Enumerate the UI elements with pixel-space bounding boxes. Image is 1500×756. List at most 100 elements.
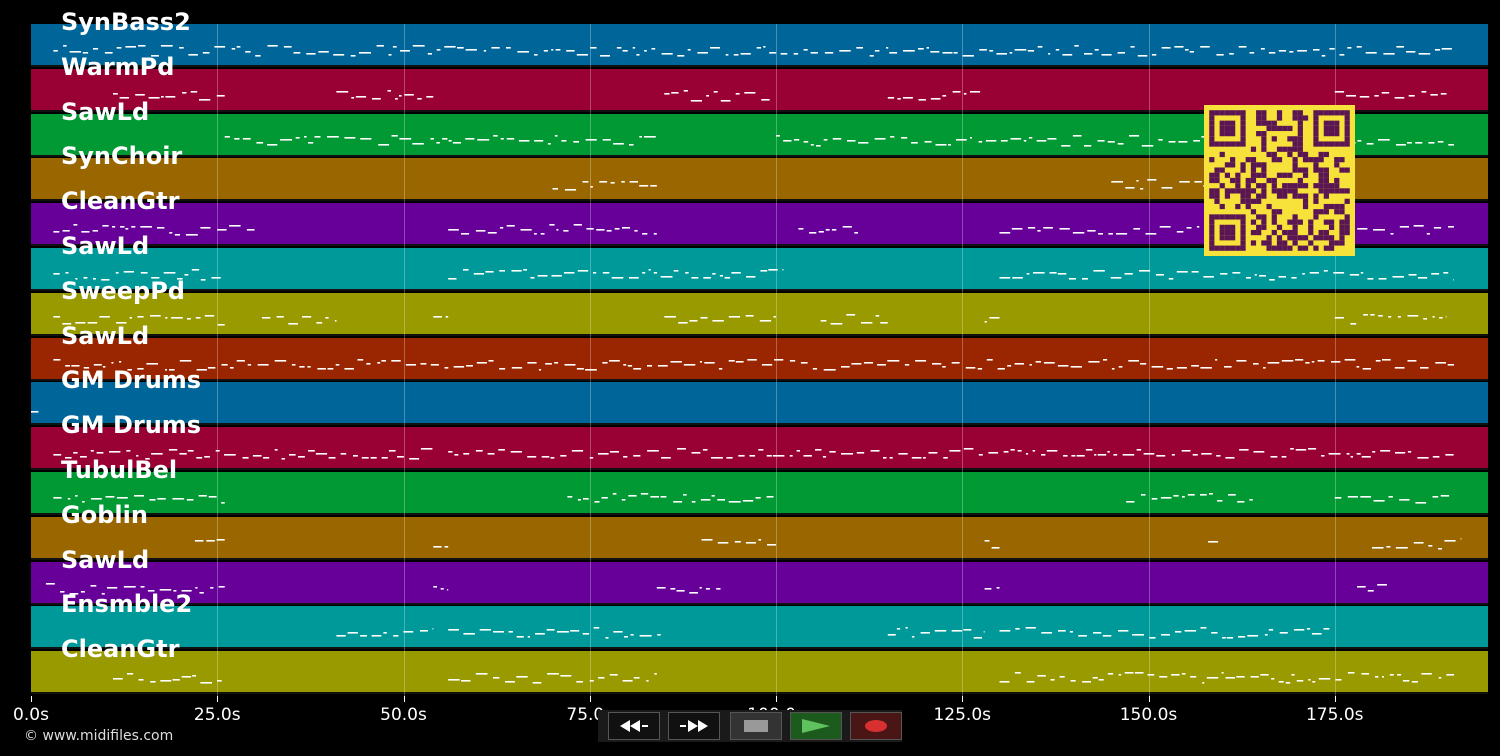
qr-code-icon[interactable] [1204,105,1355,256]
note [1347,672,1355,674]
note [627,364,633,367]
note [1200,46,1210,48]
note [113,678,123,680]
note [712,319,724,322]
play-button[interactable] [790,712,842,740]
note [432,628,434,630]
note [80,456,87,458]
note [803,49,808,51]
note [1037,46,1043,48]
note [1125,187,1135,189]
stop-button[interactable] [730,712,782,740]
note [683,363,696,366]
note [1428,544,1433,547]
note [102,365,106,368]
note [670,360,682,363]
note [217,229,227,231]
note [498,449,505,451]
note [1388,496,1393,498]
note [1062,54,1073,56]
note [1312,681,1316,683]
note [140,226,152,228]
note [614,228,620,230]
note [487,453,495,455]
note [314,135,321,138]
note [195,586,198,589]
note [1350,322,1357,325]
note [772,455,785,457]
note [420,362,427,365]
note [442,137,448,140]
note [863,361,873,364]
note [62,230,70,232]
note [1306,628,1311,630]
note [1026,681,1035,683]
note [370,457,377,459]
note [953,52,958,54]
note [483,50,487,52]
note [200,279,206,281]
note [576,54,588,56]
note [457,47,464,49]
note [405,363,416,366]
note [336,90,349,93]
note [746,276,756,278]
note [1347,47,1352,49]
note [1057,364,1069,367]
note [633,677,640,679]
note [1361,456,1371,458]
note [963,92,967,95]
note [1278,681,1284,683]
note [1394,366,1405,369]
note [361,457,369,459]
note [1399,499,1410,501]
note [547,142,551,145]
note [773,315,776,318]
record-button[interactable] [850,712,902,740]
note [1111,181,1123,183]
note [453,365,465,368]
note [726,457,733,459]
note [1189,51,1194,53]
note [547,673,559,675]
fast-forward-button[interactable] [668,712,720,740]
note [1015,628,1020,630]
note [1460,537,1462,540]
track-lane [31,651,1488,695]
note [774,358,784,361]
note [1136,180,1139,182]
note-layer [31,411,39,413]
note [869,55,874,57]
note [911,141,918,144]
note [1362,367,1371,370]
note [1107,673,1114,675]
note [325,316,329,319]
note [172,679,180,681]
note [1128,359,1139,362]
note [500,227,504,229]
note [436,49,441,51]
note [951,361,960,364]
track-label: Ensmble2 [61,590,193,619]
note [1181,450,1191,452]
note [1147,179,1157,181]
note-layer [194,537,1462,550]
note [101,279,110,281]
rewind-button[interactable] [608,712,660,740]
note [1047,137,1057,140]
note [127,673,134,675]
note [677,448,686,450]
note [207,366,216,369]
copyright-text: © www.midifiles.com [24,728,174,744]
note [1025,453,1029,455]
note [412,142,424,145]
note [1431,273,1440,275]
note [127,368,132,371]
note [570,630,580,632]
note [601,497,608,499]
note [1395,546,1408,549]
grid-line [1148,24,1150,696]
note [803,455,812,457]
note [463,633,475,635]
note [963,629,972,631]
